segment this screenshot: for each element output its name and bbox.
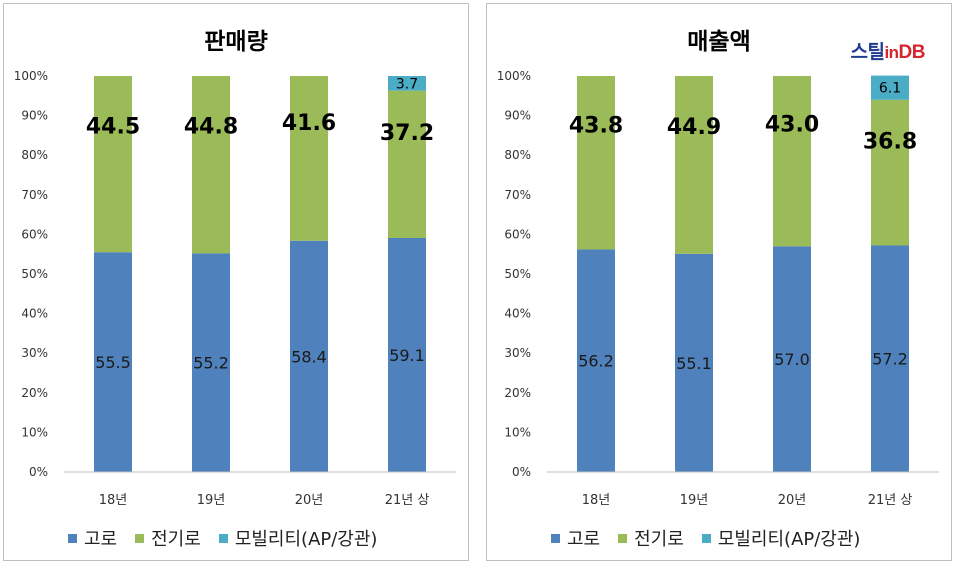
data-label: 44.9 <box>667 115 721 140</box>
y-tick-label: 10% <box>21 425 48 439</box>
bar-segment <box>871 245 909 472</box>
y-tick-label: 10% <box>504 425 531 439</box>
data-label: 57.2 <box>872 350 908 369</box>
data-label: 43.0 <box>765 113 819 138</box>
y-tick-label: 70% <box>504 188 531 202</box>
legend-swatch <box>135 533 145 543</box>
legend-item-blast-furnace: 고로 <box>551 525 600 551</box>
data-label: 58.4 <box>291 347 327 366</box>
y-tick-label: 80% <box>504 148 531 162</box>
y-tick-label: 100% <box>497 69 531 83</box>
y-tick-label: 90% <box>21 109 48 123</box>
legend-swatch <box>68 533 77 543</box>
y-tick-label: 40% <box>21 307 48 321</box>
data-label: 44.5 <box>86 114 140 139</box>
bar-segment <box>577 76 615 250</box>
legend-swatch <box>618 533 628 543</box>
bar-segment <box>675 253 713 472</box>
y-tick-label: 20% <box>21 386 48 400</box>
x-tick-label: 18년 <box>99 493 128 508</box>
legend-item-mobility: 모빌리티(AP/강관) <box>701 525 861 551</box>
bar-segment <box>773 76 811 247</box>
data-label: 59.1 <box>389 346 425 365</box>
data-label: 37.2 <box>380 121 434 146</box>
chart-panel-revenue: 매출액 스틸inDB 0% 10% 20% 30% 40% 50% 60% 70% 80% 90%… <box>486 3 952 561</box>
legend-label: 모빌리티(AP/강관) <box>717 529 861 550</box>
y-tick-label: 80% <box>21 148 48 162</box>
y-tick-label: 70% <box>21 188 48 202</box>
data-label: 43.8 <box>569 114 623 139</box>
bar-segment <box>577 249 615 472</box>
y-tick-label: 60% <box>504 227 531 241</box>
legend-item-mobility: 모빌리티(AP/강관) <box>218 525 378 551</box>
chart-legend: 고로 전기로 모빌리티(AP/강관) <box>68 525 395 551</box>
y-tick-label: 40% <box>504 307 531 321</box>
y-tick-label: 0% <box>29 465 48 479</box>
bar-segment <box>192 76 230 254</box>
x-tick-label: 20년 <box>295 493 324 508</box>
y-tick-label: 50% <box>504 267 531 281</box>
stacked-bar-chart: 0% 10% 20% 30% 40% 50% 60% 70% 80% 90% 100% 55.5 44.… <box>14 69 456 508</box>
y-tick-label: 60% <box>21 227 48 241</box>
data-label: 56.2 <box>578 352 614 371</box>
legend-label: 모빌리티(AP/강관) <box>234 529 378 550</box>
legend-swatch <box>218 533 228 543</box>
x-tick-label: 19년 <box>197 493 226 508</box>
legend-item-blast-furnace: 고로 <box>68 525 117 551</box>
chart-legend: 고로 전기로 모빌리티(AP/강관) <box>551 525 878 551</box>
data-label: 55.1 <box>676 354 712 373</box>
legend-item-electric-furnace: 전기로 <box>618 525 684 551</box>
data-label: 3.7 <box>396 76 418 92</box>
x-tick-label: 21년 상 <box>868 493 913 508</box>
chart-panel-sales-volume: 판매량 0% 10% 20% 30% 40% 50% 60% 70% 80% 90% 100% 55.… <box>3 3 469 561</box>
y-tick-label: 0% <box>512 465 531 479</box>
legend-swatch <box>701 533 711 543</box>
steelindb-logo: 스틸inDB <box>850 42 925 63</box>
bar-segment <box>773 246 811 472</box>
bar-segment <box>871 99 909 246</box>
legend-item-electric-furnace: 전기로 <box>135 525 201 551</box>
bar-segment <box>388 237 426 472</box>
bar-segment <box>94 76 132 253</box>
data-label: 6.1 <box>879 81 901 97</box>
y-tick-label: 30% <box>504 346 531 360</box>
x-tick-label: 21년 상 <box>385 493 430 508</box>
bar-segment <box>388 90 426 238</box>
legend-label: 전기로 <box>151 529 201 550</box>
chart-title: 매출액 <box>687 29 751 55</box>
x-tick-label: 20년 <box>778 493 807 508</box>
y-tick-label: 100% <box>14 69 48 83</box>
legend-label: 고로 <box>84 529 118 550</box>
stacked-bar-chart: 0% 10% 20% 30% 40% 50% 60% 70% 80% 90% 100% 56.2 43.… <box>497 69 939 508</box>
bar-segment <box>290 240 328 472</box>
bar-segment <box>94 252 132 472</box>
y-tick-label: 20% <box>504 386 531 400</box>
bar-segment <box>388 76 426 91</box>
chart-title: 판매량 <box>204 29 268 55</box>
data-label: 55.5 <box>95 353 131 372</box>
data-label: 57.0 <box>774 350 810 369</box>
y-tick-label: 90% <box>504 109 531 123</box>
data-label: 55.2 <box>193 354 229 373</box>
y-tick-label: 30% <box>21 346 48 360</box>
bar-segment <box>192 253 230 472</box>
bar-segment <box>290 76 328 241</box>
bar-segment <box>675 76 713 254</box>
y-tick-label: 50% <box>21 267 48 281</box>
data-label: 44.8 <box>184 115 238 140</box>
x-tick-label: 18년 <box>582 493 611 508</box>
legend-label: 전기로 <box>634 529 684 550</box>
data-label: 36.8 <box>863 130 917 155</box>
bar-segment <box>871 75 909 100</box>
x-tick-label: 19년 <box>680 493 709 508</box>
data-label: 41.6 <box>282 111 336 136</box>
legend-label: 고로 <box>567 529 601 550</box>
legend-swatch <box>551 533 560 543</box>
